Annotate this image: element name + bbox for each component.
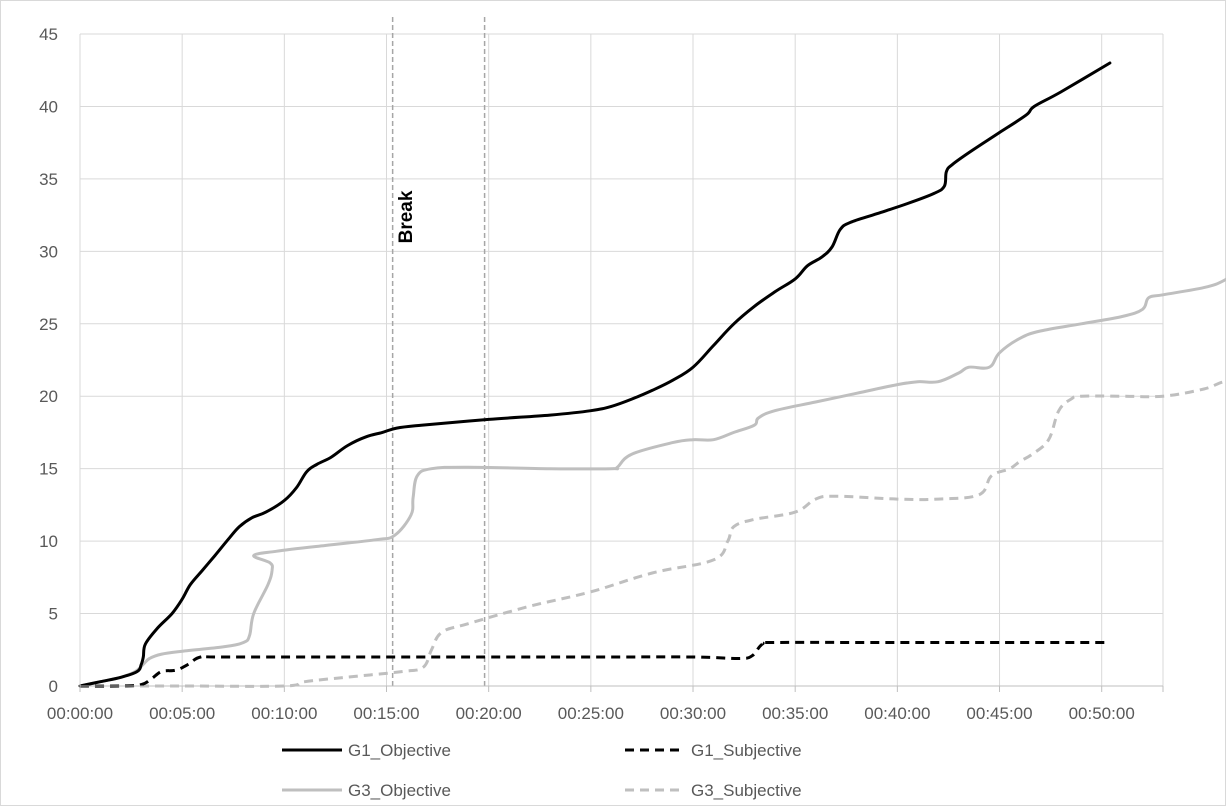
y-tick-label: 45: [39, 25, 58, 44]
x-tick-label: 00:00:00: [47, 704, 113, 723]
legend-label: G3_Subjective: [691, 781, 802, 800]
break-annotation: Break: [391, 17, 486, 686]
axes: [79, 34, 1164, 692]
y-tick-labels: 0 5 10 15 20 25 30 35 40 45: [39, 25, 58, 696]
y-tick-label: 15: [39, 460, 58, 479]
x-tick-label: 00:50:00: [1069, 704, 1135, 723]
series-line-g3-subjective: [80, 379, 1226, 688]
y-tick-label: 10: [39, 532, 58, 551]
x-tick-label: 00:20:00: [456, 704, 522, 723]
y-tick-label: 25: [39, 315, 58, 334]
series-line-g3-objective: [78, 277, 1226, 688]
x-tick-label: 00:40:00: [864, 704, 930, 723]
x-tick-label: 00:45:00: [966, 704, 1032, 723]
y-tick-label: 20: [39, 387, 58, 406]
x-tick-label: 00:15:00: [353, 704, 419, 723]
x-tick-label: 00:05:00: [149, 704, 215, 723]
x-tick-label: 00:35:00: [762, 704, 828, 723]
break-label: Break: [396, 190, 417, 243]
y-tick-label: 0: [49, 677, 58, 696]
x-tick-label: 00:25:00: [558, 704, 624, 723]
x-tick-label: 00:10:00: [251, 704, 317, 723]
y-tick-label: 40: [39, 97, 58, 116]
y-tick-label: 35: [39, 170, 58, 189]
series-line-g1-objective: [78, 61, 1112, 688]
legend-label: G3_Objective: [348, 781, 451, 800]
x-tick-labels: 00:00:00 00:05:00 00:10:00 00:15:00 00:20:00…: [47, 704, 1135, 723]
legend-label: G1_Subjective: [691, 741, 802, 760]
legend-label: G1_Objective: [348, 741, 451, 760]
y-tick-label: 30: [39, 242, 58, 261]
legend: G1_Objective G1_Subjective G3_Objective G3_…: [282, 741, 802, 800]
series-lines: [78, 61, 1226, 688]
y-tick-label: 5: [49, 605, 58, 624]
gridlines: [80, 33, 1164, 686]
x-tick-label: 00:30:00: [660, 704, 726, 723]
series-line-g1-subjective: [79, 640, 1110, 688]
